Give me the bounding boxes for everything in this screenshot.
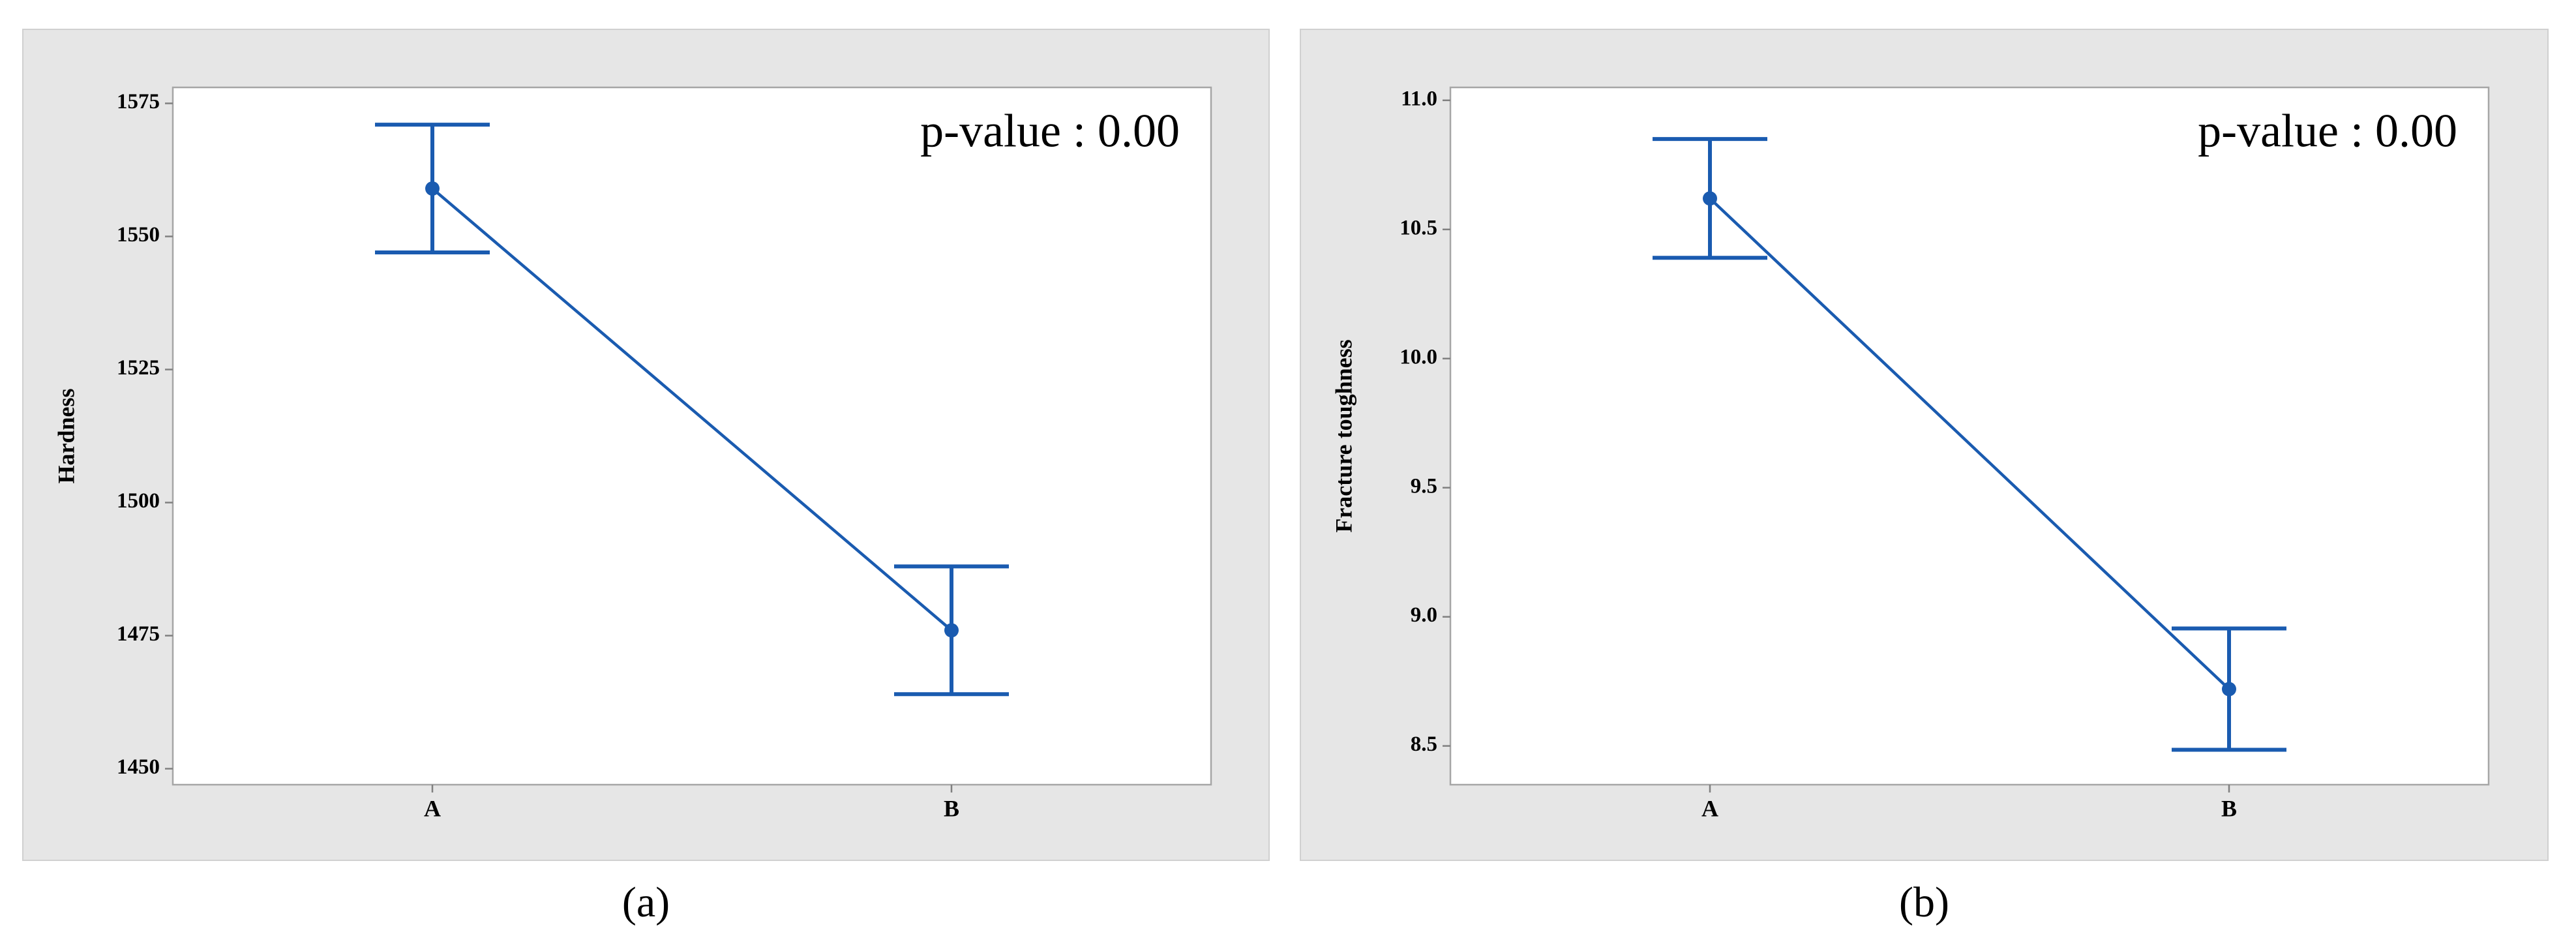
- y-tick-label: 1450: [117, 755, 160, 779]
- plot-area: [1449, 86, 2490, 786]
- caption: (a): [622, 879, 670, 926]
- mean-point: [425, 181, 440, 196]
- y-axis-label: Fracture toughness: [1330, 339, 1356, 532]
- caption: (b): [1899, 879, 1949, 926]
- y-tick-label: 11.0: [1401, 87, 1437, 110]
- x-tick-label: B: [944, 795, 959, 821]
- y-tick-label: 1500: [117, 489, 160, 513]
- annotation: p-value : 0.00: [2198, 105, 2457, 157]
- y-tick-label: 1550: [117, 223, 160, 247]
- y-tick-label: 1525: [117, 356, 160, 380]
- x-tick-label: A: [424, 795, 441, 821]
- mean-line: [431, 187, 953, 632]
- x-tick-label: A: [1701, 795, 1718, 821]
- plot-area: [172, 86, 1212, 786]
- y-tick-label: 10.0: [1400, 345, 1437, 369]
- mean-point: [1703, 191, 1717, 206]
- mean-point: [2222, 682, 2236, 697]
- annotation: p-value : 0.00: [920, 105, 1180, 157]
- y-tick-label: 1575: [117, 90, 160, 113]
- y-tick-label: 9.5: [1411, 474, 1437, 498]
- y-tick-label: 9.0: [1411, 603, 1437, 627]
- mean-point: [944, 623, 959, 638]
- y-tick-label: 8.5: [1411, 732, 1437, 756]
- y-tick-label: 10.5: [1400, 216, 1437, 239]
- x-tick-label: B: [2221, 795, 2237, 821]
- y-tick-label: 1475: [117, 622, 160, 646]
- mean-line: [1709, 197, 2230, 691]
- y-axis-label: Hardness: [53, 388, 79, 483]
